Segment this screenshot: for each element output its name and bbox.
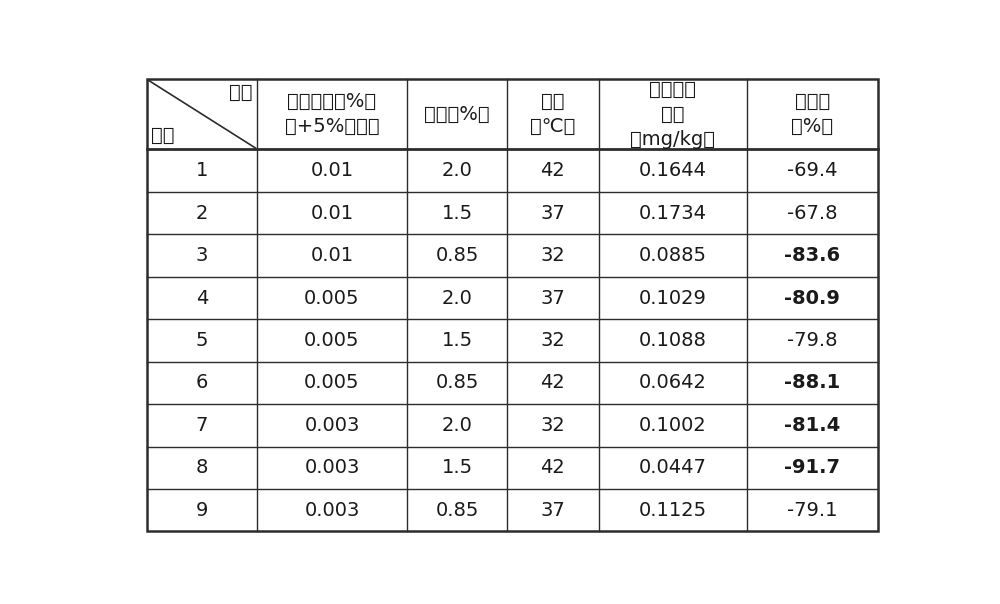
Text: 0.85: 0.85 (435, 501, 479, 519)
Text: 32: 32 (540, 331, 565, 350)
Text: 0.005: 0.005 (304, 331, 360, 350)
Text: 降镎率
（%）: 降镎率 （%） (791, 92, 833, 136)
Text: 37: 37 (540, 501, 565, 519)
Text: -69.4: -69.4 (787, 161, 838, 180)
Text: 3: 3 (196, 246, 208, 265)
Text: 0.1125: 0.1125 (639, 501, 707, 519)
Text: 37: 37 (540, 289, 565, 307)
Text: 0.0447: 0.0447 (639, 458, 707, 477)
Text: 1.5: 1.5 (441, 204, 473, 223)
Text: 0.003: 0.003 (304, 458, 360, 477)
Text: 0.1002: 0.1002 (639, 416, 707, 435)
Text: 6: 6 (196, 373, 208, 393)
Text: 0.1088: 0.1088 (639, 331, 707, 350)
Text: 9: 9 (196, 501, 208, 519)
Text: 0.005: 0.005 (304, 289, 360, 307)
Text: -67.8: -67.8 (787, 204, 838, 223)
Text: 0.003: 0.003 (304, 416, 360, 435)
Text: 0.1644: 0.1644 (639, 161, 707, 180)
Text: 0.01: 0.01 (310, 204, 354, 223)
Text: 32: 32 (540, 416, 565, 435)
Text: 2.0: 2.0 (442, 161, 472, 180)
Text: 32: 32 (540, 246, 565, 265)
Text: 食盐（%）: 食盐（%） (424, 104, 490, 124)
Text: -91.7: -91.7 (784, 458, 840, 477)
Text: 2: 2 (196, 204, 208, 223)
Text: 温度
（℃）: 温度 （℃） (530, 92, 576, 136)
Text: 0.85: 0.85 (435, 246, 479, 265)
Text: -81.4: -81.4 (784, 416, 841, 435)
Text: 0.0642: 0.0642 (639, 373, 707, 393)
Text: -79.1: -79.1 (787, 501, 838, 519)
Text: 4: 4 (196, 289, 208, 307)
Text: 42: 42 (540, 161, 565, 180)
Text: -83.6: -83.6 (784, 246, 840, 265)
Text: 1.5: 1.5 (441, 458, 473, 477)
Text: 8: 8 (196, 458, 208, 477)
Text: 0.1734: 0.1734 (639, 204, 707, 223)
Text: 37: 37 (540, 204, 565, 223)
Text: 0.01: 0.01 (310, 161, 354, 180)
Text: 1: 1 (196, 161, 208, 180)
Text: 大米中镎
含量
（mg/kg）: 大米中镎 含量 （mg/kg） (630, 80, 715, 149)
Text: -80.9: -80.9 (784, 289, 840, 307)
Text: 因素: 因素 (229, 83, 252, 102)
Text: 2.0: 2.0 (442, 416, 472, 435)
Text: 0.01: 0.01 (310, 246, 354, 265)
Text: 0.1029: 0.1029 (639, 289, 707, 307)
Text: 0.003: 0.003 (304, 501, 360, 519)
Text: 0.005: 0.005 (304, 373, 360, 393)
Text: 42: 42 (540, 373, 565, 393)
Text: 2.0: 2.0 (442, 289, 472, 307)
Text: 0.85: 0.85 (435, 373, 479, 393)
Text: 0.0885: 0.0885 (639, 246, 707, 265)
Text: -79.8: -79.8 (787, 331, 838, 350)
Text: -88.1: -88.1 (784, 373, 841, 393)
Text: 德氏菌种（%）
（+5%菌液）: 德氏菌种（%） （+5%菌液） (285, 92, 379, 136)
Text: 42: 42 (540, 458, 565, 477)
Text: 编号: 编号 (151, 126, 175, 145)
Text: 5: 5 (196, 331, 208, 350)
Text: 1.5: 1.5 (441, 331, 473, 350)
Text: 7: 7 (196, 416, 208, 435)
